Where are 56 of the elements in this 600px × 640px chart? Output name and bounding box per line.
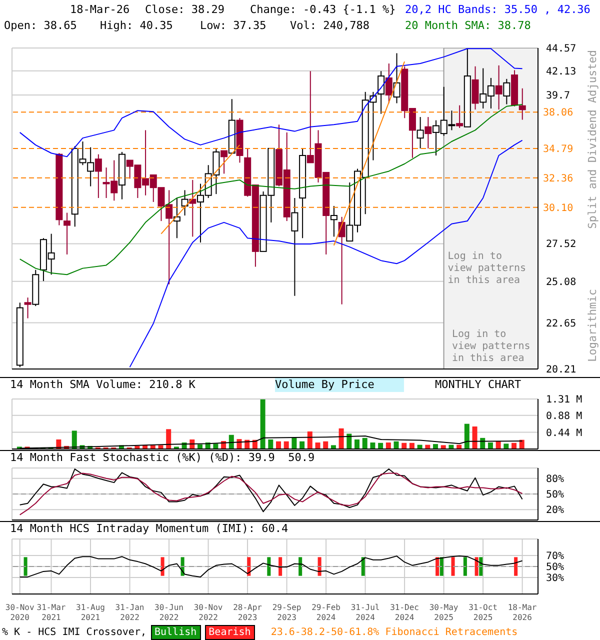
x-tick-label: 31-Oct 2025 bbox=[468, 603, 498, 622]
y-axis-title: Split and Dividend Adjusted bbox=[586, 50, 599, 229]
chart-title: 14 Month SMA Volume: 210.8 K bbox=[10, 378, 196, 392]
text: MONTHLY CHART bbox=[435, 378, 522, 392]
x-tick-label: 30-Jun 2022 bbox=[154, 603, 184, 622]
text: Low: 37.35 bbox=[200, 19, 266, 32]
text: 23.6-38.2-50-61.8% Fibonacci Retracements bbox=[270, 626, 518, 638]
text: Volume By Price bbox=[275, 378, 404, 392]
y-tick-label: 0.44 M bbox=[546, 428, 582, 439]
chart-title: 14 Month HCS Intraday Momentum (IMI): 60.4 bbox=[10, 522, 288, 536]
text: Vol: 240,788 bbox=[290, 19, 370, 32]
y-tick-label: 27.52 bbox=[546, 239, 576, 250]
ref-line-label: 30.10 bbox=[543, 202, 574, 214]
y-tick-label: 39.7 bbox=[546, 90, 570, 102]
text: 20,2 HC Bands: 35.50 , 42.36 bbox=[405, 3, 590, 16]
text: Change: -0.43 {-1.1 %} bbox=[250, 3, 396, 16]
x-tick-label: 31-Dec 2024 bbox=[390, 603, 420, 622]
x-tick-label: 29-Feb 2024 bbox=[312, 603, 341, 622]
y-tick-label: 42.13 bbox=[546, 66, 576, 78]
x-tick-label: 18-Mar 2026 bbox=[508, 603, 537, 622]
y-tick-label: 1.31 M bbox=[546, 394, 582, 406]
band-label: Log in to view patterns in this area bbox=[448, 251, 526, 286]
y-tick-label: 50% bbox=[546, 490, 564, 501]
text: Close: 38.29 bbox=[145, 3, 224, 16]
x-tick-label: 30-Nov 2020 bbox=[5, 603, 34, 622]
x-tick-label: 31-Mar 2021 bbox=[36, 603, 66, 622]
y-tick-label: 20.21 bbox=[546, 364, 576, 376]
text: Bullish bbox=[150, 624, 201, 640]
y-tick-label: 70% bbox=[546, 551, 564, 562]
x-tick-label: 31-Aug 2021 bbox=[76, 603, 106, 622]
x-tick-label: 28-Apr 2023 bbox=[233, 603, 262, 622]
x-tick-label: 31-Jul 2024 bbox=[350, 603, 380, 622]
y-tick-label: 22.65 bbox=[546, 318, 576, 330]
ref-line-label: 38.06 bbox=[543, 108, 574, 119]
annotation: Log in to view patterns in this area bbox=[452, 329, 532, 365]
y-tick-label: 44.57 bbox=[546, 44, 576, 55]
y-tick-label: 50% bbox=[546, 562, 564, 574]
ref-line-label: 34.79 bbox=[543, 144, 574, 156]
y-tick-label: 0.88 M bbox=[546, 410, 582, 422]
text: 18-Mar-26 bbox=[70, 3, 130, 16]
y-tick-label: 80% bbox=[546, 474, 564, 485]
legend-title: % K - HCS IMI Crossover, bbox=[2, 626, 146, 638]
text: 20 Month SMA: 38.78 bbox=[405, 19, 531, 32]
text: Logarithmic bbox=[586, 289, 599, 362]
y-tick-label: 30% bbox=[546, 573, 564, 584]
x-tick-label: 29-Sep 2023 bbox=[272, 603, 302, 622]
y-tick-label: 25.08 bbox=[546, 276, 576, 288]
x-tick-label: 30-Nov 2022 bbox=[194, 603, 223, 622]
text: High: 40.35 bbox=[100, 19, 173, 32]
x-tick-label: 31-Jan 2022 bbox=[115, 603, 144, 622]
text: Open: 38.65 bbox=[4, 19, 77, 32]
x-tick-label: 30-May 2025 bbox=[429, 603, 458, 622]
chart-title: 14 Month Fast Stochastic (%K) (%D): 39.9 50.9 bbox=[10, 451, 315, 465]
text: Bearish bbox=[204, 624, 255, 640]
ref-line-label: 32.36 bbox=[543, 173, 574, 184]
y-tick-label: 20% bbox=[546, 505, 564, 516]
